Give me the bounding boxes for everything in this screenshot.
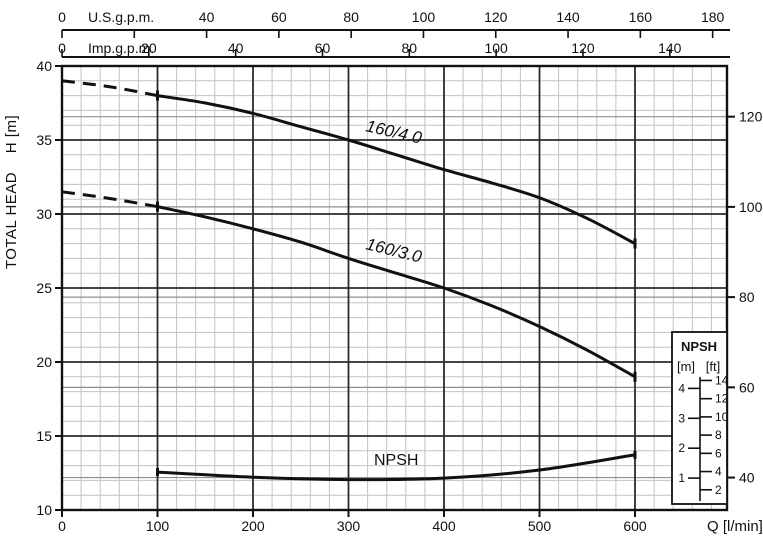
us-gpm-tick-label: 100 [412, 9, 436, 25]
us-gpm-tick-label: 120 [484, 9, 508, 25]
total-head-axis-title: TOTAL HEAD H [m] [3, 115, 20, 269]
us-gpm-tick-label: 180 [701, 9, 725, 25]
imp-gpm-tick-label: 20 [141, 40, 157, 56]
npsh-ruler-ft-label: 2 [715, 483, 722, 497]
npsh-ruler-ft-label: 6 [715, 446, 722, 460]
curve-160/4.0 [157, 94, 636, 245]
imp-gpm-tick-label: 0 [58, 40, 66, 56]
us-gpm-tick-label: 160 [629, 9, 653, 25]
curve-label-160-4.0: 160/4.0 [364, 116, 424, 147]
us-gpm-axis-title: U.S.g.p.m. [88, 9, 154, 25]
npsh-ruler-ft-label: 4 [715, 465, 722, 479]
head-axis-tick-label: 20 [36, 354, 52, 370]
imp-gpm-tick-label: 120 [571, 40, 595, 56]
flow-axis-tick-label: 500 [528, 518, 552, 534]
flow-axis-tick-label: 300 [337, 518, 361, 534]
npsh-ruler-ft-label: 12 [715, 392, 729, 406]
feet-axis-tick-label: 40 [739, 470, 755, 486]
head-axis-tick-label: 10 [36, 502, 52, 518]
npsh-ruler-m-label: 3 [678, 411, 685, 425]
feet-axis-tick-label: 80 [739, 289, 755, 305]
flow-axis-tick-label: 600 [623, 518, 647, 534]
npsh-ruler-ft-label: 10 [715, 410, 729, 424]
imp-gpm-tick-label: 100 [484, 40, 508, 56]
us-gpm-tick-label: 0 [58, 9, 66, 25]
npsh-ruler-m-label: 4 [678, 381, 685, 395]
flow-axis-tick-label: 200 [241, 518, 265, 534]
us-gpm-tick-label: 60 [271, 9, 287, 25]
top-flow-axes: 0 40 60 80 100 120 140 160 180 0 20 40 60 80 100 120 140 [58, 9, 730, 58]
head-axis-tick-label: 30 [36, 206, 52, 222]
npsh-ruler-ft-label: 8 [715, 428, 722, 442]
curve-NPSH [157, 453, 636, 482]
flow-axis-tick-label: 100 [146, 518, 170, 534]
imp-gpm-tick-label: 140 [658, 40, 682, 56]
imp-gpm-tick-label: 60 [315, 40, 331, 56]
feet-axis-tick-label: 100 [739, 199, 763, 215]
head-axis-tick-label: 35 [36, 132, 52, 148]
imp-gpm-tick-label: 80 [402, 40, 418, 56]
head-axis-tick-label: 15 [36, 428, 52, 444]
curve-label-npsh: NPSH [374, 452, 418, 469]
npsh-ruler-ft-label: 14 [715, 373, 729, 387]
imp-gpm-tick-label: 40 [228, 40, 244, 56]
curve-160/3.0-dashed [61, 190, 158, 209]
grid [62, 66, 727, 510]
flow-axis-title: Q [l/min] [707, 518, 763, 535]
us-gpm-tick-label: 40 [199, 9, 215, 25]
pump-curves [61, 79, 637, 482]
feet-axis-tick-label: 120 [739, 109, 763, 125]
npsh-ruler-m-label: 1 [678, 471, 685, 485]
curve-160/4.0-dashed [61, 79, 158, 98]
flow-axis-tick-label: 400 [432, 518, 456, 534]
imp-gpm-axis-title: Imp.g.p.m. [88, 40, 154, 56]
npsh-box-title: NPSH [681, 339, 717, 354]
curve-160/3.0 [157, 205, 636, 379]
npsh-box-unit-ft: [ft] [706, 359, 720, 374]
us-gpm-tick-label: 80 [343, 9, 359, 25]
flow-axis-tick-label: 0 [58, 518, 66, 534]
npsh-ruler-m-label: 2 [678, 441, 685, 455]
head-axis-tick-label: 25 [36, 280, 52, 296]
feet-axis-tick-label: 60 [739, 379, 755, 395]
head-axis-tick-label: 40 [36, 58, 52, 74]
us-gpm-tick-label: 140 [556, 9, 580, 25]
npsh-box-unit-m: [m] [677, 359, 695, 374]
curve-label-160-3.0: 160/3.0 [364, 234, 424, 266]
